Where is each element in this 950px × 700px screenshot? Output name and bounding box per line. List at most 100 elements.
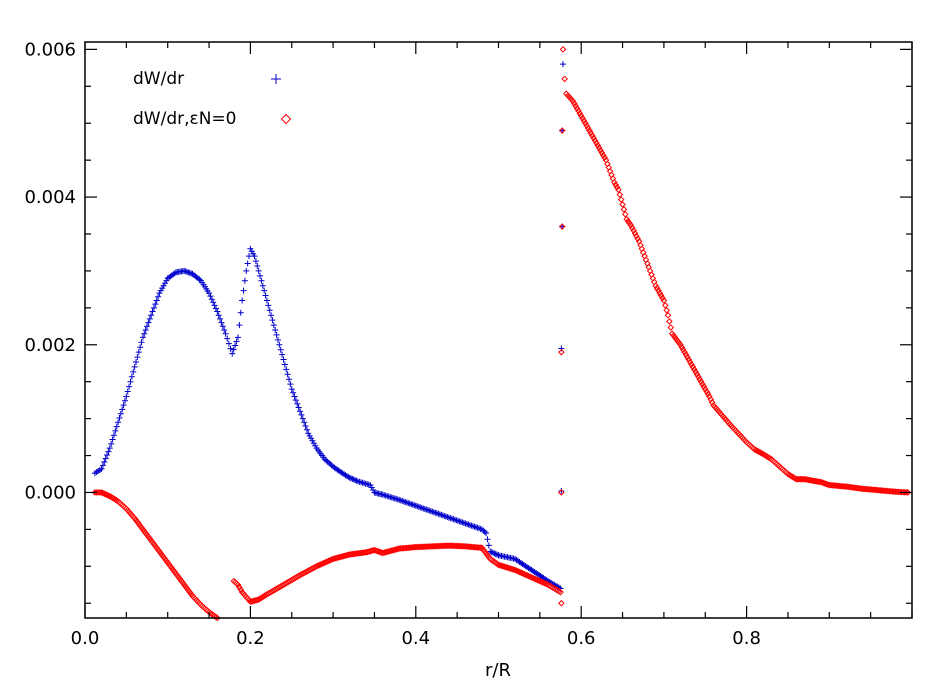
data-point	[102, 455, 109, 462]
data-point	[576, 110, 584, 117]
data-point	[517, 569, 525, 576]
data-point	[558, 599, 565, 607]
data-point	[214, 308, 221, 315]
data-point	[529, 574, 537, 582]
data-point	[621, 211, 629, 218]
data-point	[557, 588, 564, 596]
data-point	[620, 206, 628, 213]
data-point	[280, 113, 292, 125]
data-point	[489, 549, 496, 556]
data-point	[904, 489, 912, 496]
data-point	[232, 342, 239, 349]
data-point	[615, 186, 622, 193]
data-point	[314, 562, 322, 569]
data-point	[571, 100, 578, 107]
data-point	[487, 548, 494, 555]
data-point	[108, 440, 115, 447]
data-point	[660, 297, 668, 304]
data-point	[290, 389, 297, 396]
data-point	[303, 426, 310, 433]
y-tick-label: 0.002	[24, 335, 76, 356]
data-point	[481, 528, 488, 535]
data-point	[588, 132, 596, 139]
data-point	[212, 305, 219, 312]
data-point	[325, 557, 332, 565]
data-point	[207, 293, 214, 300]
data-point	[616, 191, 624, 198]
data-point	[217, 315, 224, 322]
data-point	[488, 549, 495, 556]
data-point	[543, 580, 550, 588]
data-point	[210, 299, 217, 306]
series-1	[91, 61, 567, 592]
data-point	[131, 363, 138, 370]
data-point	[580, 117, 588, 125]
data-point	[492, 551, 499, 557]
data-point	[152, 301, 159, 308]
legend-marker-series-1	[271, 74, 281, 84]
data-point	[233, 338, 240, 345]
data-point	[577, 112, 585, 120]
data-point	[483, 530, 490, 537]
data-point	[277, 346, 284, 353]
data-point	[234, 581, 242, 589]
data-point	[145, 319, 152, 326]
data-point	[241, 277, 248, 284]
data-point	[281, 361, 288, 368]
data-point	[655, 287, 662, 294]
data-point	[685, 356, 693, 363]
legend-label-series-2: dW/dr,εN=0	[133, 109, 236, 129]
data-point	[124, 388, 131, 395]
data-point	[558, 487, 565, 494]
data-point	[302, 423, 309, 429]
data-point	[798, 475, 806, 483]
data-point	[236, 583, 243, 591]
data-point	[104, 452, 111, 459]
data-point	[155, 293, 162, 300]
legend-label-series-1: dW/dr	[133, 69, 184, 89]
x-tick-label: 0.4	[401, 628, 430, 649]
data-point	[519, 570, 526, 577]
data-point	[350, 476, 357, 483]
data-point	[538, 578, 546, 586]
data-point	[285, 376, 292, 383]
data-point	[516, 568, 523, 576]
data-point	[291, 393, 298, 400]
data-point	[101, 458, 108, 465]
data-point	[288, 386, 295, 393]
data-point	[569, 97, 577, 105]
data-point	[584, 124, 592, 132]
data-point	[575, 107, 582, 115]
data-point	[112, 427, 119, 434]
data-point	[664, 311, 672, 319]
y-tick-label: 0.006	[24, 39, 76, 60]
data-point	[257, 272, 264, 279]
data-point	[295, 404, 302, 411]
data-point	[349, 475, 356, 482]
data-point	[215, 312, 222, 319]
data-point	[208, 296, 215, 303]
data-point	[105, 448, 112, 455]
data-point	[171, 270, 178, 277]
data-point	[237, 586, 245, 593]
data-point	[657, 292, 665, 299]
data-point	[211, 302, 218, 309]
data-point	[134, 354, 141, 361]
data-point	[708, 399, 716, 406]
data-point	[661, 302, 669, 309]
data-point	[525, 572, 532, 580]
data-point	[269, 317, 276, 324]
data-point	[141, 330, 148, 337]
data-point	[590, 134, 597, 142]
data-point	[274, 336, 281, 343]
data-point	[348, 475, 355, 482]
data-point	[613, 183, 621, 191]
data-point	[619, 201, 626, 208]
data-point	[659, 294, 666, 302]
data-point	[244, 260, 251, 267]
data-point	[150, 304, 157, 311]
data-point	[294, 400, 301, 407]
data-point	[627, 221, 635, 229]
data-point	[528, 574, 535, 581]
data-point	[598, 149, 606, 157]
